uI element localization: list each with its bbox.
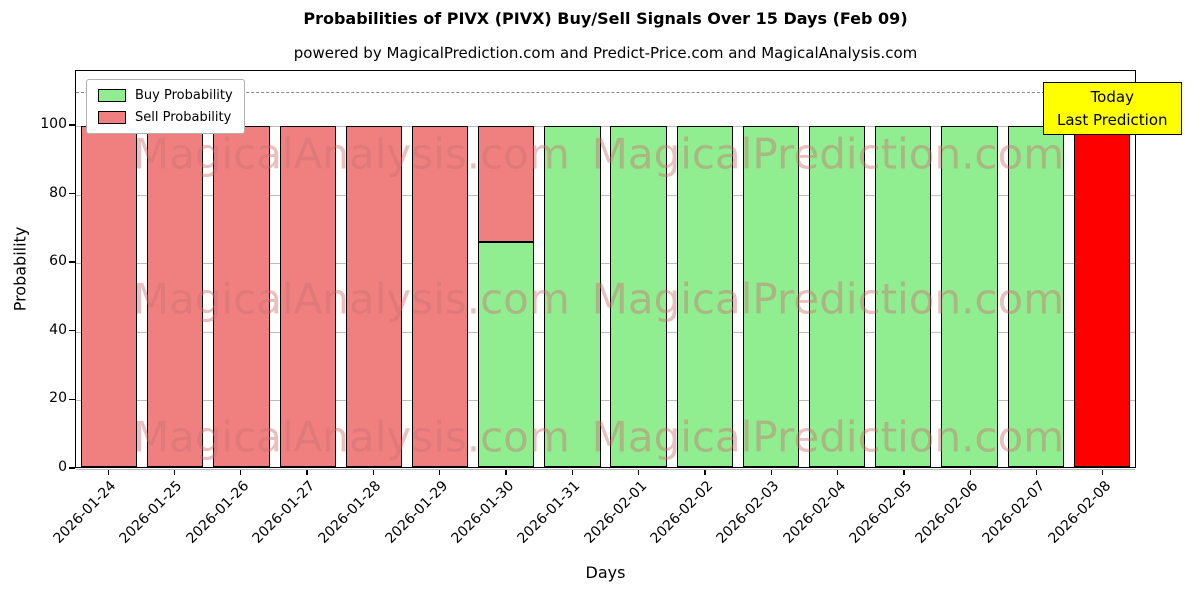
x-tick-mark bbox=[638, 469, 640, 475]
today-annotation-line2: Last Prediction bbox=[1057, 110, 1168, 129]
x-tick-mark bbox=[372, 469, 375, 475]
watermark-text: MagicalPrediction.com bbox=[591, 412, 1065, 462]
y-tick-label: 80 bbox=[49, 184, 67, 201]
gridline-20 bbox=[76, 400, 1135, 402]
x-tick-mark bbox=[770, 469, 772, 475]
gridline-0 bbox=[76, 469, 1135, 470]
gridline-80 bbox=[76, 194, 1135, 196]
y-tick-mark bbox=[69, 398, 75, 401]
legend: Buy Probability Sell Probability bbox=[86, 79, 245, 134]
bar-2026-01-30-buy-probability bbox=[478, 241, 535, 467]
y-tick-mark bbox=[69, 124, 75, 126]
y-tick-mark bbox=[69, 192, 75, 195]
bar-2026-02-06-buy-probability bbox=[941, 125, 998, 467]
y-tick-label: 20 bbox=[49, 390, 67, 407]
bar-2026-02-07-buy-probability bbox=[1007, 125, 1064, 467]
buy-probability-swatch bbox=[98, 89, 126, 102]
bar-2026-02-03-buy-probability bbox=[742, 125, 800, 467]
x-tick-mark bbox=[969, 469, 971, 475]
bar-2026-01-28-sell-probability bbox=[345, 125, 402, 467]
x-tick-mark bbox=[704, 469, 706, 475]
chart-subtitle: powered by MagicalPrediction.com and Pre… bbox=[293, 44, 918, 62]
y-tick-label: 100 bbox=[40, 115, 67, 132]
bar-2026-02-08-today-prediction bbox=[1073, 125, 1131, 467]
x-tick-mark bbox=[1102, 469, 1104, 475]
watermark-text: MagicalAnalysis.com bbox=[132, 274, 570, 324]
x-tick-mark bbox=[836, 469, 839, 475]
x-tick-mark bbox=[439, 469, 441, 475]
watermark-text: MagicalAnalysis.com bbox=[132, 129, 570, 179]
gridline-100 bbox=[76, 125, 1135, 127]
x-tick-mark bbox=[903, 469, 905, 475]
watermark-text: MagicalPrediction.com bbox=[591, 129, 1065, 179]
legend-item-buy: Buy Probability bbox=[98, 88, 233, 103]
bar-2026-01-26-sell-probability bbox=[213, 125, 270, 467]
y-tick-label: 40 bbox=[49, 321, 67, 338]
x-tick-mark bbox=[505, 469, 507, 475]
sell-probability-swatch bbox=[98, 111, 126, 124]
bar-2026-01-29-sell-probability bbox=[411, 125, 469, 467]
dashed-gridline bbox=[76, 91, 1135, 93]
watermark-text: MagicalPrediction.com bbox=[591, 274, 1065, 324]
bar-2026-02-01-buy-probability bbox=[610, 125, 667, 467]
y-tick-label: 0 bbox=[58, 459, 67, 475]
bar-2026-01-27-sell-probability bbox=[279, 125, 336, 467]
gridline-40 bbox=[76, 331, 1135, 333]
legend-item-sell: Sell Probability bbox=[98, 110, 233, 125]
y-tick-mark bbox=[69, 330, 75, 332]
chart-title: Probabilities of PIVX (PIVX) Buy/Sell Si… bbox=[303, 9, 908, 28]
bar-2026-01-31-buy-probability bbox=[544, 125, 601, 467]
plot-area: Buy Probability Sell Probability Today L… bbox=[75, 70, 1182, 470]
y-tick-mark bbox=[69, 467, 75, 469]
x-axis-label: Days bbox=[585, 563, 626, 582]
y-tick-mark bbox=[69, 261, 75, 263]
bar-2026-02-02-buy-probability bbox=[676, 125, 733, 467]
bar-2026-02-05-buy-probability bbox=[875, 125, 932, 467]
x-tick-mark bbox=[240, 469, 242, 475]
x-tick-mark bbox=[571, 469, 573, 475]
today-annotation: Today Last Prediction bbox=[1043, 82, 1182, 135]
x-tick-mark bbox=[1035, 469, 1038, 475]
bar-2026-02-04-buy-probability bbox=[809, 125, 866, 467]
gridline-60 bbox=[76, 263, 1135, 265]
today-annotation-line1: Today bbox=[1090, 88, 1134, 106]
bar-2026-01-30-sell-probability bbox=[478, 125, 535, 242]
watermark-text: MagicalAnalysis.com bbox=[132, 412, 570, 462]
legend-label-buy: Buy Probability bbox=[135, 88, 233, 103]
bar-2026-01-24-sell-probability bbox=[80, 125, 138, 467]
x-tick-mark bbox=[306, 469, 308, 475]
x-tick-mark bbox=[173, 469, 176, 475]
legend-label-sell: Sell Probability bbox=[135, 110, 232, 125]
y-tick-label: 60 bbox=[49, 253, 67, 270]
x-tick-mark bbox=[107, 469, 109, 475]
